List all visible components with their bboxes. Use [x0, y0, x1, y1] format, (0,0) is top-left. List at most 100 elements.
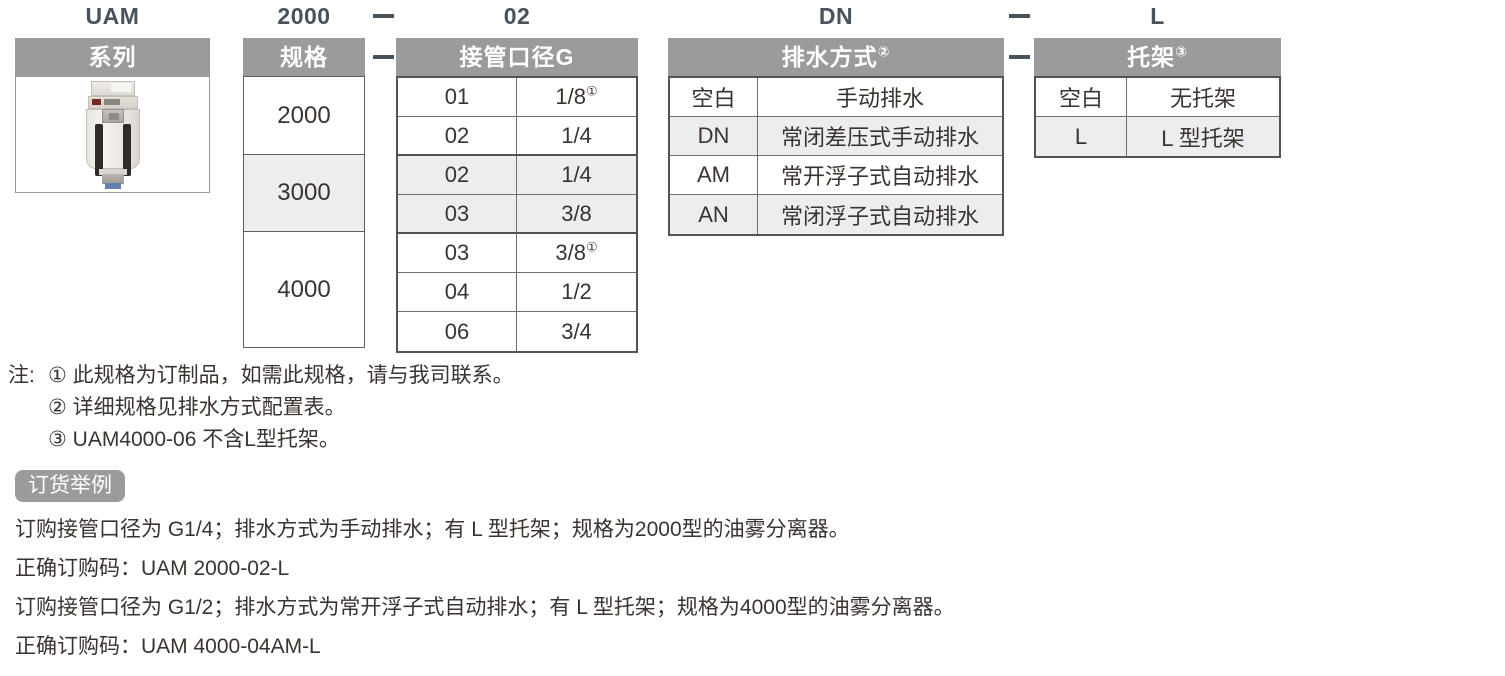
port-header: 接管口径G: [396, 38, 638, 76]
spec-cell-3000: 3000: [244, 155, 364, 232]
drain-code: AN: [670, 195, 758, 234]
port-size: 1/8①: [517, 84, 636, 110]
note-line-3: ③ UAM4000-06 不含L型托架。: [8, 424, 514, 456]
product-taper: [98, 168, 127, 175]
header-dash-1: [373, 55, 394, 59]
port-code: 02: [398, 117, 517, 154]
bracket-desc: 无托架: [1169, 86, 1236, 111]
table-row: 01 1/8①: [398, 78, 636, 117]
note-ref-1: ①: [585, 83, 598, 99]
table-row: 02 1/4: [398, 156, 636, 195]
drain-desc: 常开浮子式自动排水: [780, 164, 979, 189]
ordering-examples: 订购接管口径为 G1/4；排水方式为手动排水；有 L 型托架；规格为2000型的…: [15, 510, 955, 666]
port-table: 接管口径G 01 1/8① 02 1/4 02 1/4 03 3/8 03 3/…: [396, 38, 638, 353]
port-size-value: 3/8: [555, 240, 586, 265]
port-size-value: 3/4: [561, 318, 592, 344]
table-row: 空白 手动排水: [670, 78, 1002, 117]
product-sight-slot-left: [94, 123, 103, 176]
bracket-body: 空白 无托架 L L 型托架: [1034, 76, 1281, 158]
product-drain-tip: [104, 182, 121, 189]
port-body: 01 1/8① 02 1/4 02 1/4 03 3/8 03 3/8① 04 …: [396, 76, 638, 353]
port-size-value: 1/4: [561, 122, 592, 148]
port-size: 3/4: [517, 319, 636, 345]
product-bowl: [85, 108, 140, 176]
spec-header: 规格: [243, 38, 365, 76]
table-row: AM 常开浮子式自动排水: [670, 156, 1002, 195]
code-drain: DN: [818, 3, 854, 29]
spec-table: 规格 2000 3000 4000: [243, 38, 365, 348]
code-dash-2: [1009, 14, 1030, 18]
port-code: 06: [398, 312, 517, 351]
bracket-code: 空白: [1036, 78, 1127, 116]
drain-body: 空白 手动排水 DN 常闭差压式手动排水 AM 常开浮子式自动排水 AN 常闭浮…: [668, 76, 1004, 236]
product-drain-nut: [101, 173, 124, 184]
product-label-red: [91, 98, 101, 105]
product-latch: [101, 108, 124, 123]
product-sight-slot-right: [122, 123, 131, 176]
code-dash-1: [373, 14, 394, 18]
product-photo: [85, 80, 141, 189]
drain-code: 空白: [670, 78, 758, 116]
notes-block: 注: ① 此规格为订制品，如需此规格，请与我司联系。 ② 详细规格见排水方式配置…: [8, 360, 514, 456]
port-size-value: 3/8: [561, 200, 592, 226]
note-ref-3: ③: [1175, 43, 1188, 60]
bracket-desc: L 型托架: [1161, 125, 1245, 151]
note-text: ① 此规格为订制品，如需此规格，请与我司联系。: [48, 364, 514, 387]
bracket-table: 托架③ 空白 无托架 L L 型托架: [1034, 38, 1281, 158]
table-row: DN 常闭差压式手动排水: [670, 117, 1002, 156]
note-text: ② 详细规格见排水方式配置表。: [48, 396, 346, 419]
drain-desc: 手动排水: [835, 86, 924, 111]
product-label-gray: [103, 98, 120, 105]
port-size: 1/4: [517, 162, 636, 188]
port-size-value: 1/8: [555, 84, 586, 109]
drain-desc: 常闭浮子式自动排水: [780, 203, 979, 229]
ordering-example-badge: 订货举例: [15, 470, 125, 502]
port-size: 1/4: [517, 123, 636, 149]
ordering-example-code: 正确订购码：UAM 4000-04AM-L: [15, 635, 321, 658]
port-code: 02: [398, 156, 517, 194]
port-size-value: 1/4: [561, 162, 592, 187]
product-cap-window: [110, 82, 131, 92]
spec-cell-2000: 2000: [244, 77, 364, 155]
table-row: 04 1/2: [398, 273, 636, 312]
port-size: 1/2: [517, 279, 636, 305]
table-row: L L 型托架: [1036, 117, 1279, 156]
drain-table: 排水方式② 空白 手动排水 DN 常闭差压式手动排水 AM 常开浮子式自动排水 …: [668, 38, 1004, 236]
port-code: 03: [398, 234, 517, 272]
code-series: UAM: [85, 3, 140, 29]
series-image-box: [15, 76, 210, 193]
drain-code: AM: [670, 156, 758, 194]
ordering-example-code: 正确订购码：UAM 2000-02-L: [15, 557, 290, 580]
table-row: 空白 无托架: [1036, 78, 1279, 117]
code-spec: 2000: [277, 3, 331, 29]
port-code: 01: [398, 78, 517, 116]
code-port: 02: [503, 3, 531, 29]
table-row: AN 常闭浮子式自动排水: [670, 195, 1002, 234]
table-row: 02 1/4: [398, 117, 636, 156]
bracket-header-text: 托架: [1127, 44, 1176, 70]
series-table: 系列: [15, 38, 210, 193]
drain-code: DN: [670, 117, 758, 155]
code-bracket: L: [1150, 3, 1165, 29]
drain-desc: 常闭差压式手动排水: [780, 125, 979, 150]
drain-header-text: 排水方式: [781, 44, 878, 70]
note-ref-1: ①: [585, 239, 598, 255]
table-row: 06 3/4: [398, 312, 636, 351]
port-code: 04: [398, 273, 517, 311]
note-text: ③ UAM4000-06 不含L型托架。: [48, 428, 340, 451]
spec-cell-4000: 4000: [244, 232, 364, 347]
series-header: 系列: [15, 38, 210, 76]
bracket-header: 托架③: [1034, 38, 1281, 76]
note-ref-2: ②: [877, 43, 891, 60]
port-size: 3/8: [517, 201, 636, 227]
header-dash-2: [1009, 55, 1030, 59]
port-size: 3/8①: [517, 240, 636, 266]
port-code: 03: [398, 195, 517, 232]
drain-header: 排水方式②: [668, 38, 1004, 76]
ordering-example-description: 订购接管口径为 G1/4；排水方式为手动排水；有 L 型托架；规格为2000型的…: [15, 518, 850, 541]
note-line-2: ② 详细规格见排水方式配置表。: [8, 392, 514, 424]
table-row: 03 3/8: [398, 195, 636, 234]
bracket-code: L: [1036, 117, 1127, 156]
ordering-example-description: 订购接管口径为 G1/2；排水方式为常开浮子式自动排水；有 L 型托架；规格为4…: [15, 596, 955, 619]
